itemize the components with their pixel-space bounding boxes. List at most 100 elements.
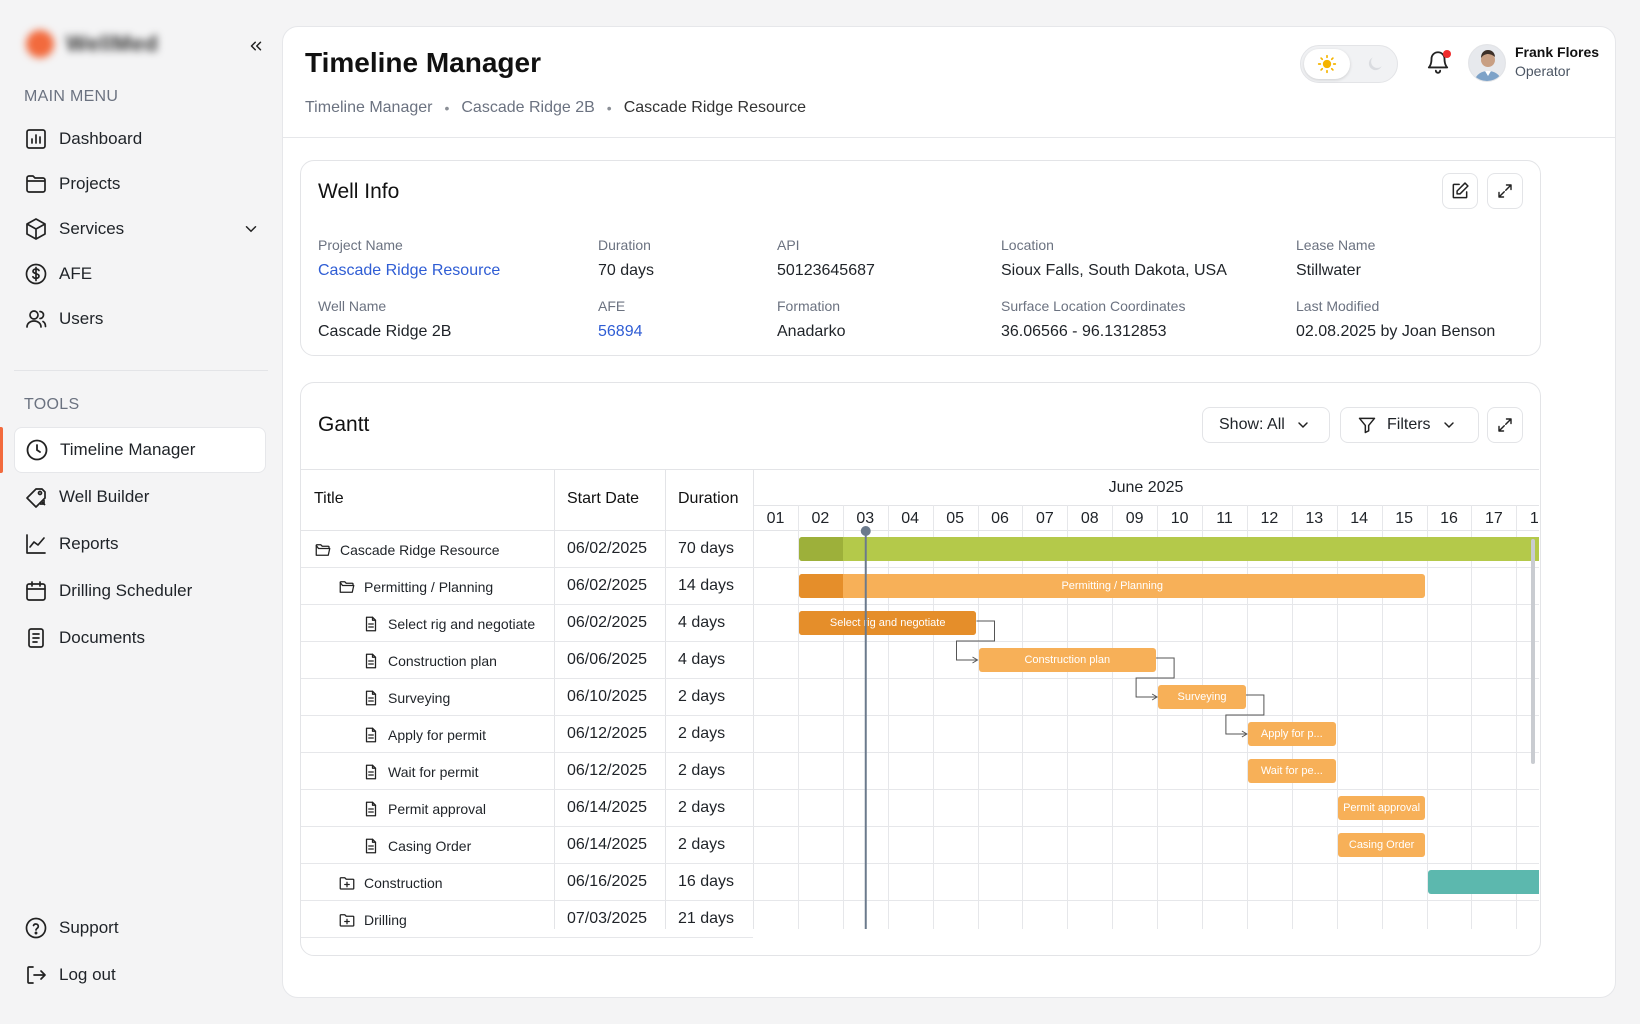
well-name-value: Cascade Ridge 2B xyxy=(318,323,452,340)
collapse-sidebar-button[interactable] xyxy=(244,34,268,58)
gantt-bar-label: Select rig and negotiate xyxy=(829,617,946,629)
gantt-row[interactable]: Construction 06/16/2025 16 days xyxy=(301,864,753,901)
project-name-label: Project Name xyxy=(318,237,403,253)
sidebar-item-label: Well Builder xyxy=(59,487,150,506)
gantt-bar[interactable]: Permit approval xyxy=(1337,796,1426,820)
month-label: June 2025 xyxy=(1108,479,1184,496)
gantt-row[interactable]: Cascade Ridge Resource 06/02/2025 70 days xyxy=(301,531,753,568)
sidebar-item-services[interactable]: Services xyxy=(14,206,266,252)
gantt-row-start-date: 06/10/2025 xyxy=(567,688,648,705)
formation-value: Anadarko xyxy=(777,323,846,340)
gantt-bar-label: Permit approval xyxy=(1343,802,1421,814)
gantt-row-start-date: 07/03/2025 xyxy=(567,910,648,927)
coordinates-label: Surface Location Coordinates xyxy=(1001,298,1186,314)
gantt-row-title: Permitting / Planning xyxy=(364,579,494,595)
column-duration[interactable]: Duration xyxy=(678,490,739,507)
light-mode-button[interactable] xyxy=(1304,49,1350,79)
gantt-row[interactable]: Permitting / Planning 06/02/2025 14 days xyxy=(301,568,753,605)
column-divider xyxy=(753,469,754,929)
show-dropdown[interactable]: Show: All xyxy=(1202,407,1330,443)
gantt-table-header: Title Start Date Duration xyxy=(301,469,1539,531)
afe-link[interactable]: 56894 xyxy=(598,323,643,340)
vertical-scrollbar[interactable] xyxy=(1531,539,1535,764)
sidebar-item-timeline-manager[interactable]: Timeline Manager xyxy=(14,427,266,473)
sidebar-item-users[interactable]: Users xyxy=(14,296,266,342)
gantt-bar[interactable]: Select rig and negotiate xyxy=(798,611,977,635)
gantt-row[interactable]: Select rig and negotiate 06/02/2025 4 days xyxy=(301,605,753,642)
sidebar-item-documents[interactable]: Documents xyxy=(14,615,266,661)
folder-open-icon xyxy=(338,578,356,596)
gantt-bar[interactable] xyxy=(1427,870,1539,894)
gantt-bar-label: Apply for p... xyxy=(1260,728,1323,740)
gantt-row[interactable]: Surveying 06/10/2025 2 days xyxy=(301,679,753,716)
sidebar-item-label: Documents xyxy=(59,628,145,647)
gantt-row-title: Drilling xyxy=(364,912,407,928)
clock-icon xyxy=(26,439,48,461)
notification-dot xyxy=(1443,50,1451,58)
dependency-arrow xyxy=(972,656,979,664)
sidebar-item-dashboard[interactable]: Dashboard xyxy=(14,116,266,162)
avatar-image xyxy=(1469,45,1505,81)
avatar[interactable] xyxy=(1468,44,1506,82)
document-icon xyxy=(362,837,380,855)
expand-button[interactable] xyxy=(1487,173,1523,209)
folder-open-icon xyxy=(314,541,332,559)
gantt-bar-label: Construction plan xyxy=(1024,654,1111,666)
gantt-bar[interactable]: Wait for pe... xyxy=(1247,759,1336,783)
day-label: 02 xyxy=(811,510,830,527)
gantt-bar[interactable]: Cascade Ridge Resource xyxy=(798,537,1539,561)
calendar-icon xyxy=(26,581,46,601)
dark-mode-button[interactable] xyxy=(1357,49,1393,79)
gantt-row-title-cell: Construction plan xyxy=(362,652,497,670)
gantt-row[interactable]: Apply for permit 06/12/2025 2 days xyxy=(301,716,753,753)
gantt-expand-button[interactable] xyxy=(1487,407,1523,443)
sidebar-item-projects[interactable]: Projects xyxy=(14,161,266,207)
folder-plus-icon xyxy=(338,874,356,892)
main-menu-label: MAIN MENU xyxy=(24,88,119,105)
page-title: Timeline Manager xyxy=(305,47,542,78)
gantt-row-duration: 4 days xyxy=(678,614,726,631)
notifications-button[interactable] xyxy=(1425,49,1453,77)
column-start-date[interactable]: Start Date xyxy=(567,490,640,507)
gantt-row[interactable]: Drilling 07/03/2025 21 days xyxy=(301,901,753,938)
gantt-row-start-date: 06/02/2025 xyxy=(567,540,648,557)
gantt-bar[interactable]: Permitting / Planning xyxy=(798,574,1426,598)
sidebar-item-well-builder[interactable]: Well Builder xyxy=(14,474,266,520)
column-title[interactable]: Title xyxy=(314,490,344,507)
gantt-row-duration: 2 days xyxy=(678,762,726,779)
filters-dropdown[interactable]: Filters xyxy=(1340,407,1479,443)
sidebar-item-logout[interactable]: Log out xyxy=(14,952,266,998)
logout-icon xyxy=(27,966,46,984)
gantt-row[interactable]: Construction plan 06/06/2025 4 days xyxy=(301,642,753,679)
theme-toggle[interactable] xyxy=(1300,45,1398,83)
gantt-row-title: Surveying xyxy=(388,690,451,706)
breadcrumb-current: Cascade Ridge Resource xyxy=(623,99,807,116)
gantt-bar[interactable]: Construction plan xyxy=(978,648,1157,672)
sidebar-item-drilling-scheduler[interactable]: Drilling Scheduler xyxy=(14,568,266,614)
gantt-bar[interactable]: Casing Order xyxy=(1337,833,1426,857)
day-label: 15 xyxy=(1395,510,1413,527)
app-logo[interactable]: WellMed xyxy=(26,30,158,58)
sidebar-item-afe[interactable]: AFE xyxy=(14,251,266,297)
formation-label: Formation xyxy=(777,298,841,314)
day-header: 01 02 03 04 05 06 07 08 09 10 11 12 13 14 15 16 17 18 xyxy=(753,505,1539,531)
well-builder-icon xyxy=(26,488,46,508)
edit-button[interactable] xyxy=(1442,173,1478,209)
project-name-link[interactable]: Cascade Ridge Resource xyxy=(318,262,501,279)
gantt-row[interactable]: Permit approval 06/14/2025 2 days xyxy=(301,790,753,827)
gantt-bar-progress xyxy=(798,574,843,598)
breadcrumb-item[interactable]: Timeline Manager xyxy=(305,99,433,116)
gantt-row[interactable]: Casing Order 06/14/2025 2 days xyxy=(301,827,753,864)
breadcrumb-item[interactable]: Cascade Ridge 2B xyxy=(461,99,595,116)
gantt-bar[interactable]: Apply for p... xyxy=(1247,722,1336,746)
gantt-row[interactable]: Wait for permit 06/12/2025 2 days xyxy=(301,753,753,790)
chevron-down-icon xyxy=(1298,422,1308,429)
well-info-card: Well Info Project Name Cascade Ridge Res… xyxy=(300,160,1541,356)
gantt-bar[interactable]: Surveying xyxy=(1158,685,1246,709)
sidebar-item-support[interactable]: Support xyxy=(14,905,266,951)
duration-label: Duration xyxy=(598,237,651,253)
day-label: 01 xyxy=(766,510,785,527)
gantt-bar-label: Surveying xyxy=(1177,691,1227,703)
logo-mark xyxy=(26,30,54,58)
sidebar-item-reports[interactable]: Reports xyxy=(14,521,266,567)
